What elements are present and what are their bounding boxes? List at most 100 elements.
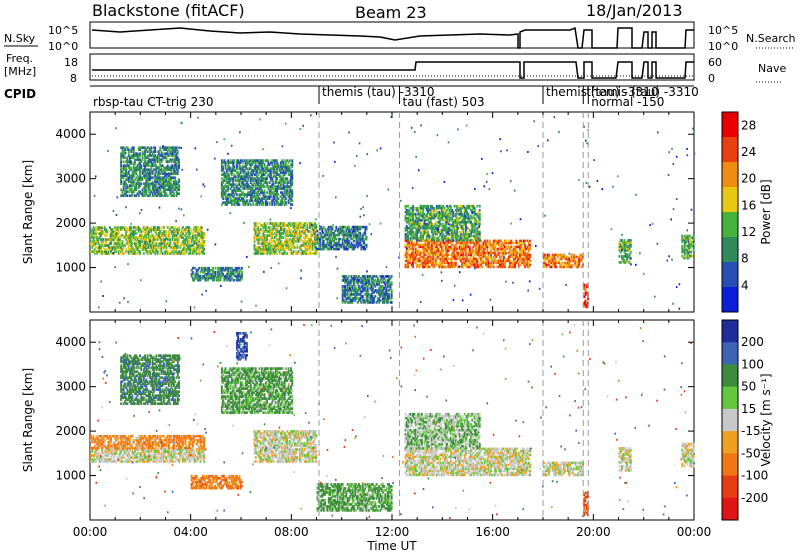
heatmap-cell	[246, 199, 248, 202]
heatmap-cell	[513, 242, 515, 245]
heatmap-cell	[162, 252, 164, 255]
nsearch-label: N.Search	[746, 32, 796, 45]
heatmap-cell	[348, 275, 350, 278]
heatmap-cell	[262, 201, 264, 204]
heatmap-cell	[266, 222, 268, 225]
freq-right-tick-bottom: 0	[708, 72, 715, 85]
heatmap-cell	[241, 267, 243, 270]
heatmap-cell	[315, 224, 317, 227]
heatmap-cell	[335, 226, 337, 229]
heatmap-cell	[267, 159, 269, 162]
heatmap-cell	[427, 231, 429, 234]
heatmap-cell	[348, 226, 350, 229]
heatmap-cell	[286, 177, 288, 180]
heatmap-cell	[132, 242, 134, 245]
heatmap-cell	[348, 240, 350, 243]
heatmap-cell	[391, 281, 393, 284]
cpid-segment-label: rbsp-tau CT-trig 230	[93, 95, 213, 109]
heatmap-cell	[178, 240, 180, 243]
heatmap-cell	[364, 275, 366, 278]
heatmap-cell	[359, 232, 361, 235]
heatmap-cell	[264, 185, 266, 188]
heatmap-cell	[445, 266, 447, 269]
heatmap-cell	[264, 163, 266, 166]
heatmap-cell	[101, 250, 103, 253]
heatmap-cell	[524, 240, 526, 243]
heatmap-cell	[266, 181, 268, 184]
heatmap-cell	[103, 238, 105, 241]
heatmap-cell	[366, 226, 368, 229]
heatmap-cell	[203, 248, 205, 251]
heatmap-cell	[155, 242, 157, 245]
heatmap-cell	[262, 159, 264, 162]
heatmap-cell	[276, 177, 278, 180]
heatmap-cell	[456, 248, 458, 251]
heatmap-cell	[377, 277, 379, 280]
heatmap-cell	[241, 271, 243, 274]
heatmap-cell	[524, 244, 526, 247]
heatmap-cell	[489, 240, 491, 243]
heatmap-cell	[212, 267, 214, 270]
nsky-left-tick-bottom: 10^0	[48, 40, 78, 53]
heatmap-cell	[178, 178, 180, 181]
heatmap-cell	[256, 222, 258, 225]
heatmap-cell	[306, 222, 308, 225]
heatmap-cell	[435, 221, 437, 224]
heatmap-cell	[293, 250, 295, 253]
freq-right-tick-top: 60	[708, 56, 722, 69]
heatmap-cell	[444, 207, 446, 210]
heatmap-cell	[391, 275, 393, 278]
heatmap-cell	[469, 246, 471, 249]
heatmap-cell	[278, 197, 280, 200]
heatmap-cell	[291, 189, 293, 192]
heatmap-cell	[135, 232, 137, 235]
heatmap-cell	[285, 197, 287, 200]
heatmap-cell	[239, 203, 241, 206]
heatmap-cell	[291, 203, 293, 206]
heatmap-cell	[173, 192, 175, 195]
heatmap-cell	[291, 159, 293, 162]
heatmap-cell	[203, 240, 205, 243]
heatmap-cell	[391, 289, 393, 292]
heatmap-cell	[176, 146, 178, 149]
heatmap-cell	[449, 254, 451, 257]
heatmap-cell	[447, 258, 449, 261]
heatmap-cell	[140, 182, 142, 185]
heatmap-cell	[407, 205, 409, 208]
heatmap-cell	[317, 230, 319, 233]
heatmap-cell	[269, 226, 271, 229]
heatmap-cell	[130, 226, 132, 229]
heatmap-cell	[343, 230, 345, 233]
heatmap-cell	[123, 160, 125, 163]
heatmap-cell	[169, 238, 171, 241]
nsky-right-tick-bottom: 10^0	[708, 40, 738, 53]
heatmap-cell	[159, 146, 161, 149]
heatmap-cell	[161, 190, 163, 193]
heatmap-cell	[178, 146, 180, 149]
heatmap-cell	[254, 244, 256, 247]
heatmap-cell	[289, 228, 291, 231]
heatmap-cell	[529, 264, 531, 267]
heatmap-cell	[291, 199, 293, 202]
heatmap-cell	[162, 194, 164, 197]
freq-label-2: [MHz]	[4, 65, 36, 78]
heatmap-cell	[344, 285, 346, 288]
heatmap-cell	[127, 194, 129, 197]
date-title: 18/Jan/2013	[586, 1, 683, 20]
heatmap-cell	[95, 246, 97, 249]
heatmap-cell	[178, 158, 180, 161]
heatmap-cell	[493, 266, 495, 269]
heatmap-cell	[193, 246, 195, 249]
heatmap-cell	[283, 236, 285, 239]
nsky-panel-frame	[90, 22, 694, 48]
heatmap-cell	[222, 165, 224, 168]
power-heatmap	[90, 112, 695, 312]
heatmap-cell	[178, 184, 180, 187]
beam-title: Beam 23	[355, 3, 427, 22]
heatmap-cell	[278, 193, 280, 196]
nsky-trace	[92, 28, 694, 48]
heatmap-cell	[362, 295, 364, 298]
heatmap-cell	[276, 159, 278, 162]
heatmap-cell	[529, 260, 531, 263]
heatmap-cell	[291, 169, 293, 172]
